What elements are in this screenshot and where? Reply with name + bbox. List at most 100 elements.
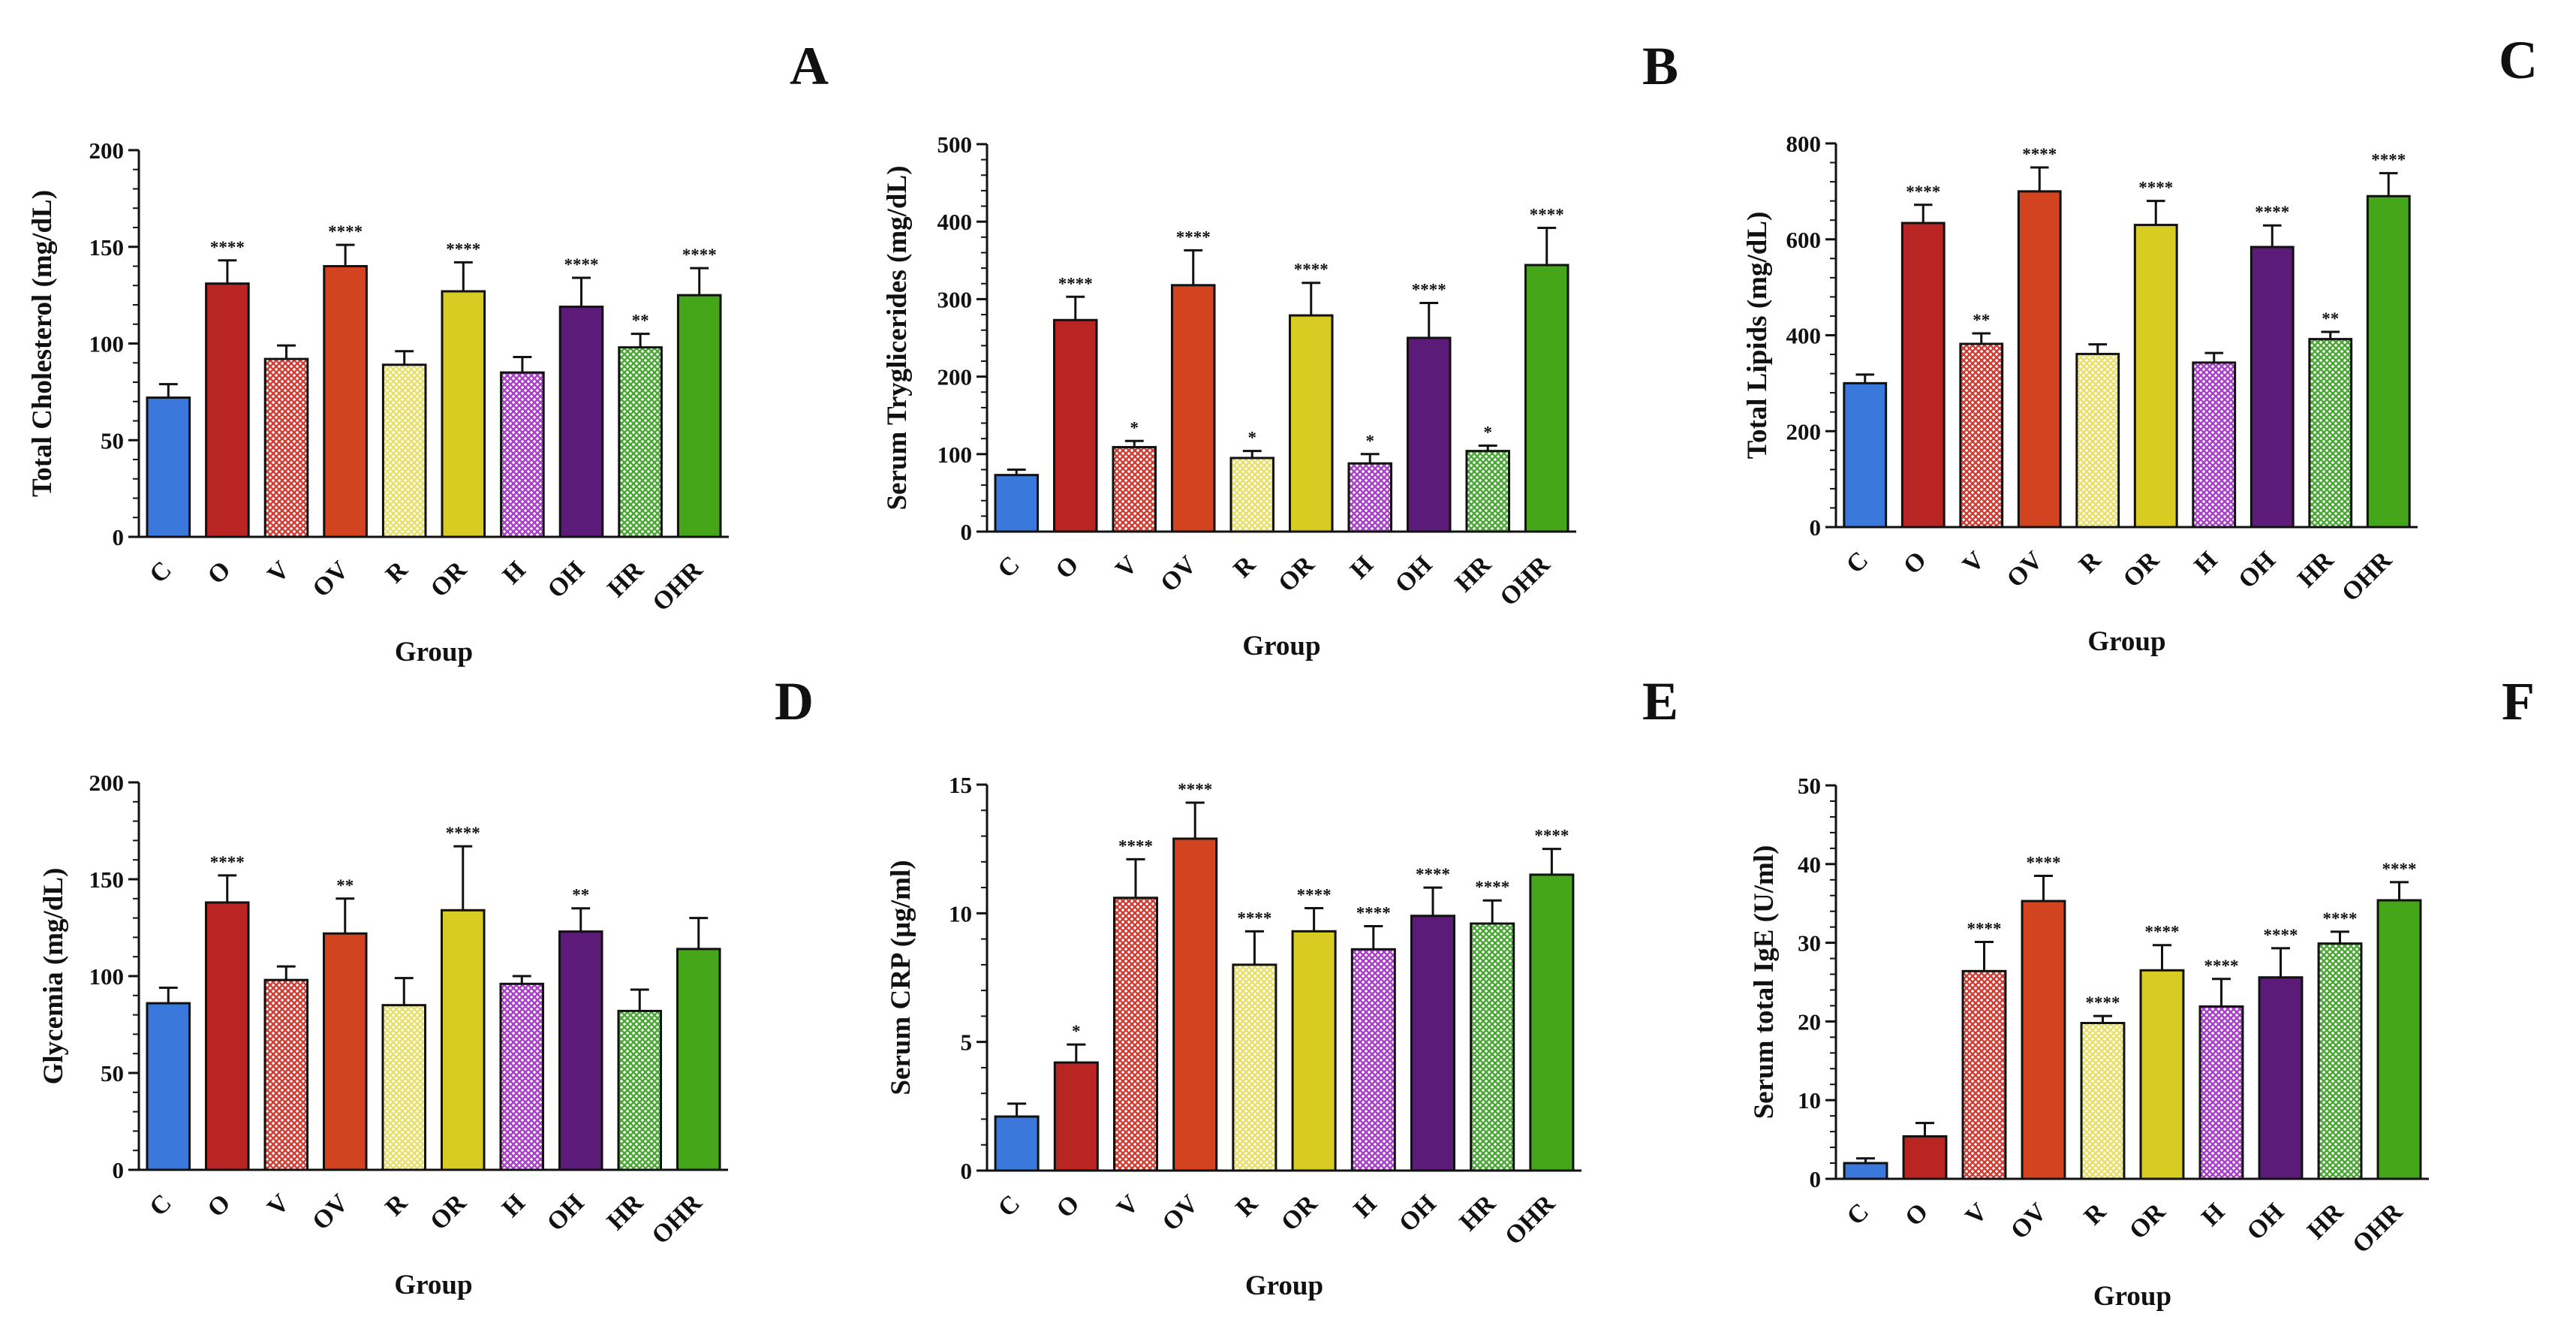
bar-o — [1053, 1061, 1099, 1172]
y-tick-label: 50 — [101, 427, 124, 454]
category-label: O — [1052, 1189, 1085, 1223]
significance-label: **** — [1294, 261, 1329, 279]
x-axis-title: Group — [2087, 626, 2165, 657]
category-label: OV — [307, 1189, 354, 1236]
bar-hr — [617, 1009, 663, 1171]
category-label: OR — [426, 556, 473, 603]
bar-ohr — [1524, 264, 1569, 533]
significance-label: * — [1366, 432, 1375, 451]
category-label: V — [262, 1189, 295, 1222]
error-bar — [1915, 1122, 1935, 1137]
error-bar — [630, 988, 649, 1011]
panel-letter: A — [790, 36, 829, 96]
error-bar — [218, 259, 237, 284]
category-label: H — [1349, 1189, 1383, 1223]
error-bar — [336, 243, 355, 267]
bar-oh — [1406, 336, 1452, 533]
error-bar — [1302, 282, 1321, 316]
panel-f: F C O **** V **** OV **** R **** OR **** H **** OH ****… — [1749, 671, 2535, 1312]
bar-or — [441, 290, 486, 538]
error-bar — [630, 333, 650, 348]
significance-label: **** — [2204, 957, 2239, 975]
category-label: R — [1231, 1189, 1264, 1222]
significance-label: **** — [1237, 909, 1271, 927]
significance-label: **** — [2145, 923, 2180, 942]
error-bar — [1066, 295, 1085, 321]
bar-or — [1291, 930, 1337, 1172]
y-tick-label: 200 — [937, 364, 973, 390]
error-bar — [1360, 453, 1380, 464]
error-bar — [513, 356, 532, 373]
y-axis-title: Serum Tryglicerides (mg/dL) — [882, 165, 913, 510]
error-bar — [336, 897, 355, 934]
bar-r — [381, 363, 427, 538]
y-tick-label: 10 — [1798, 1087, 1821, 1114]
bar-ov — [2021, 900, 2066, 1180]
category-label: V — [1958, 546, 1991, 579]
y-tick-label: 400 — [937, 209, 973, 235]
error-bar — [1972, 332, 1991, 344]
bar-v — [1112, 446, 1157, 533]
error-bar — [571, 907, 591, 932]
bar-or — [2133, 224, 2178, 529]
y-tick-label: 300 — [937, 286, 973, 312]
error-bar — [2030, 166, 2049, 191]
y-tick-label: 150 — [89, 866, 125, 893]
category-label: H — [2196, 1198, 2230, 1231]
category-label: OH — [1390, 550, 1438, 598]
category-label: O — [203, 556, 236, 589]
error-bar — [2033, 875, 2054, 902]
significance-label: **** — [2022, 145, 2057, 164]
error-bar — [1305, 906, 1324, 932]
significance-label: **** — [2138, 179, 2173, 197]
significance-label: * — [1072, 1022, 1081, 1041]
bar-oh — [2249, 246, 2295, 529]
y-tick-label: 0 — [113, 524, 125, 550]
bar-h — [1347, 462, 1393, 533]
y-tick-label: 50 — [101, 1060, 124, 1086]
bar-hr — [2308, 338, 2353, 529]
bar-or — [2139, 969, 2185, 1180]
x-axis-title: Group — [394, 1270, 472, 1300]
error-bar — [690, 267, 709, 296]
category-label: OR — [2124, 1198, 2171, 1245]
bar-v — [263, 357, 309, 538]
category-label: OH — [542, 1189, 590, 1237]
bar-oh — [558, 930, 603, 1171]
category-label: H — [2189, 546, 2223, 580]
category-label: HR — [2302, 1198, 2349, 1245]
error-bar — [572, 276, 591, 307]
bar-ov — [322, 932, 368, 1171]
bar-v — [1959, 342, 2004, 529]
bar-hr — [2317, 942, 2363, 1180]
error-bar — [2211, 978, 2231, 1007]
bar-o — [205, 282, 250, 538]
bar-ohr — [2366, 194, 2411, 529]
panel-letter: E — [1642, 671, 1678, 731]
panel-letter: F — [2502, 671, 2535, 731]
y-tick-label: 40 — [1798, 851, 1821, 878]
x-axis-title: Group — [1245, 1270, 1323, 1301]
error-bar — [1537, 226, 1557, 265]
category-label: V — [1110, 550, 1143, 583]
category-label: OH — [2242, 1198, 2290, 1246]
significance-label: **** — [2264, 926, 2298, 945]
category-label: HR — [1455, 1189, 1502, 1237]
bar-ov — [2017, 190, 2062, 529]
bar-h — [1350, 948, 1396, 1172]
bar-or — [1288, 314, 1334, 533]
error-bar — [277, 344, 296, 360]
category-label: O — [1900, 1198, 1934, 1231]
x-axis-title: Group — [395, 637, 473, 668]
error-bar — [1184, 249, 1203, 285]
error-bar — [1244, 930, 1264, 965]
error-bar — [1185, 801, 1205, 839]
category-label: O — [1898, 546, 1932, 580]
category-label: C — [1842, 1198, 1875, 1231]
category-label: C — [1841, 546, 1874, 579]
category-label: OR — [2118, 546, 2165, 593]
panel-e: E C * O **** V **** OV **** R **** OR **** H **** OH ***… — [886, 671, 1678, 1301]
error-bar — [1482, 899, 1502, 924]
y-tick-label: 100 — [89, 331, 125, 357]
y-axis-title: Total Lipids (mg/dL) — [1742, 212, 1773, 460]
